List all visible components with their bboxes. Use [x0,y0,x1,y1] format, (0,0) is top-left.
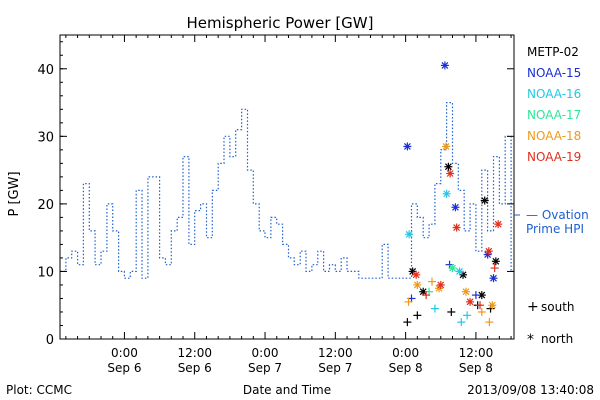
point-metp-02-south [447,307,456,316]
point-noaa-19-south [490,264,499,273]
x-tick-time: 12:00 [318,346,353,360]
point-noaa-15-north [451,203,460,212]
point-noaa-19-north [436,280,445,289]
point-noaa-19-north [412,270,421,279]
point-metp-02-north [480,196,489,205]
y-tick-label: 0 [46,333,54,348]
point-noaa-18-south [485,318,494,327]
x-tick-time: 0:00 [252,346,279,360]
y-axis-label: P [GW] [7,171,22,216]
point-noaa-18-south [477,307,486,316]
footer-credit: Plot: CCMC [6,383,72,397]
ovation-legend: — Ovation Prime HPI [514,208,589,236]
y-tick-label: 10 [37,265,54,280]
x-tick-date: Sep 8 [389,361,423,375]
x-tick-date: Sep 6 [178,361,212,375]
satellite-points [403,61,503,327]
y-axis-ticks: 0 10 20 30 40 [37,41,514,348]
legend-noaa-15: NOAA-15 [527,66,581,80]
plot-frame [59,34,515,340]
point-noaa-15-south [471,291,480,300]
legend-noaa-19: NOAA-19 [527,150,581,164]
point-noaa-19-south [422,291,431,300]
point-metp-02-north [491,257,500,266]
ovation-legend-line2: Prime HPI [526,222,584,236]
x-tick-date: Sep 8 [459,361,493,375]
point-noaa-16-north [405,230,414,239]
point-noaa-19-north [446,169,455,178]
point-noaa-15-north [489,274,498,283]
point-noaa-19-north [452,223,461,232]
legend-noaa-18: NOAA-18 [527,129,581,143]
point-noaa-16-south [430,304,439,313]
marker-legend-north-label: north [541,332,573,346]
legend-noaa-16: NOAA-16 [527,87,581,101]
point-noaa-16-south [457,318,466,327]
chart-title: Hemispheric Power [GW] [187,14,374,32]
point-noaa-18-north [442,142,451,151]
ovation-legend-line1: — Ovation [526,208,589,222]
point-noaa-15-north [440,61,449,70]
point-noaa-18-north [461,287,470,296]
marker-legend: + south * north [527,299,575,348]
point-noaa-16-north [442,189,451,198]
x-tick-date: Sep 6 [107,361,141,375]
footer-timestamp: 2013/09/08 13:40:08 [467,383,594,397]
point-metp-02-south [486,304,495,313]
point-noaa-19-south [476,301,485,310]
point-noaa-16-south [463,311,472,320]
x-tick-time: 12:00 [177,346,212,360]
point-noaa-18-north [413,280,422,289]
marker-legend-south-label: south [541,300,575,314]
point-noaa-17-north [448,264,457,273]
legend-noaa-17: NOAA-17 [527,108,581,122]
legend: METP-02 NOAA-15 NOAA-16 NOAA-17 NOAA-18 NOAA-… [527,45,581,164]
point-noaa-18-north [488,301,497,310]
point-noaa-18-south [427,277,436,286]
y-tick-label: 20 [37,198,54,213]
ovation-prime-hpi-line [60,101,514,279]
x-tick-time: 0:00 [111,346,138,360]
x-tick-date: Sep 7 [248,361,282,375]
x-tick-date: Sep 7 [318,361,352,375]
legend-metp-02: METP-02 [527,45,579,59]
point-metp-02-north [477,291,486,300]
point-noaa-19-north [484,247,493,256]
point-noaa-19-north [494,220,503,229]
point-noaa-15-north [403,142,412,151]
y-tick-label: 30 [37,130,54,145]
y-tick-label: 40 [37,63,54,78]
point-metp-02-north [444,162,453,171]
marker-legend-south-symbol: + [527,299,539,315]
point-noaa-16-north [455,267,464,276]
point-noaa-19-north [466,297,475,306]
point-metp-02-south [403,318,412,327]
x-axis-label: Date and Time [243,383,331,397]
point-metp-02-south [413,311,422,320]
x-tick-time: 0:00 [392,346,419,360]
x-tick-time: 12:00 [459,346,494,360]
marker-legend-north-symbol: * [527,332,534,348]
point-noaa-18-south [404,297,413,306]
